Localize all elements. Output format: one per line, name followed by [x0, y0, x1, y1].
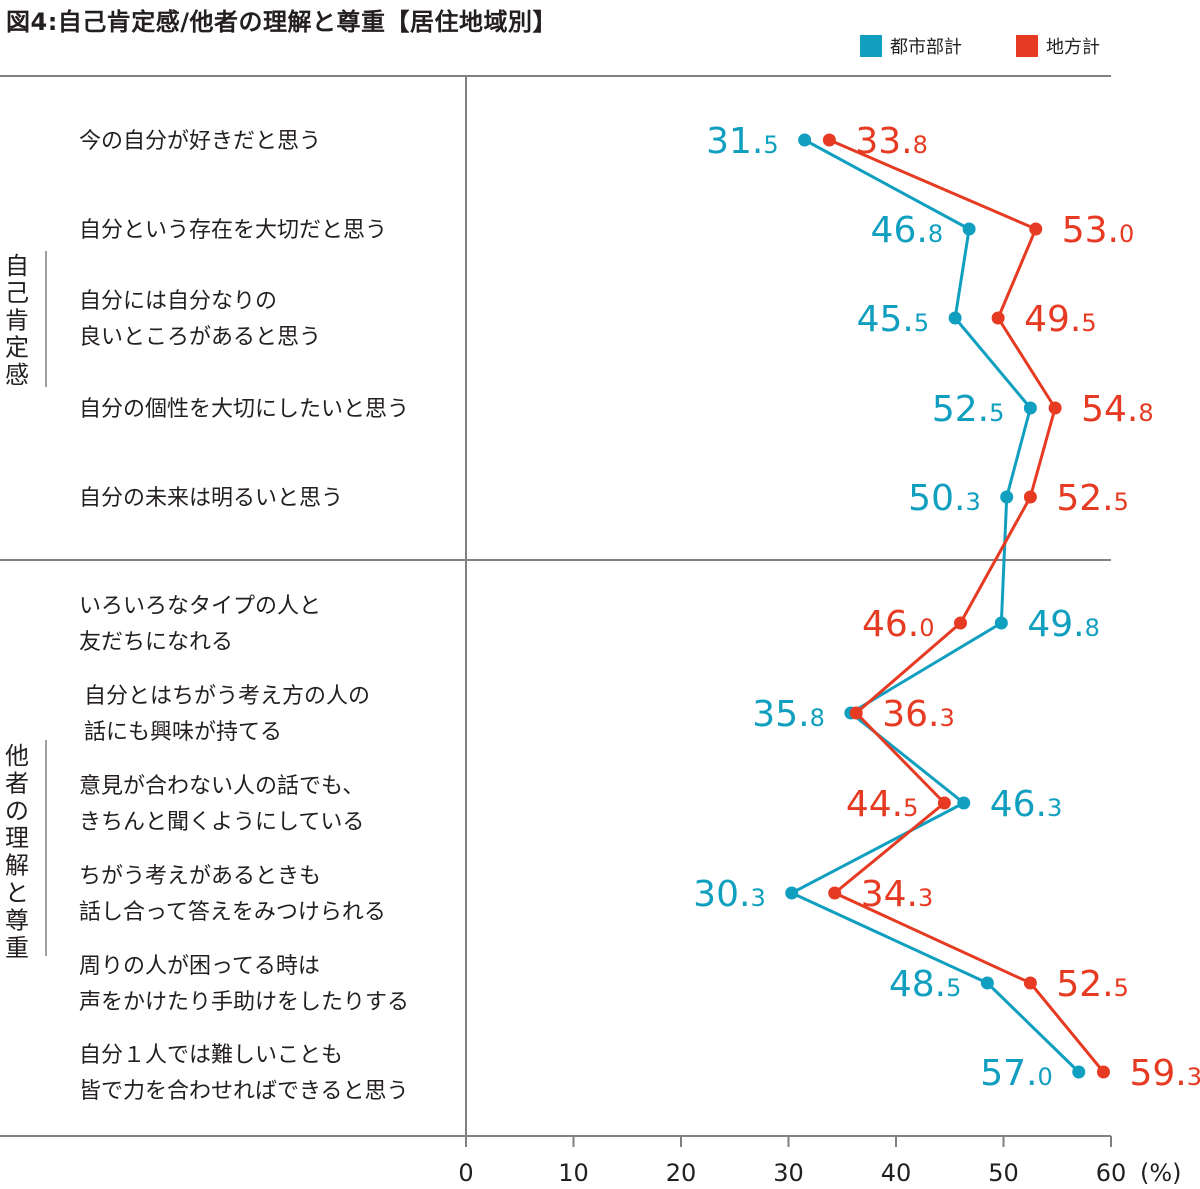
group-label: 自己肯定感 — [5, 252, 29, 389]
data-point-rural — [1023, 976, 1037, 990]
legend-item-rural: 地方計 — [1016, 33, 1100, 59]
category-label: 自分１人では難しいことも — [79, 1043, 343, 1068]
data-label: 35.8 — [752, 694, 825, 735]
data-label: 48.5 — [889, 964, 962, 1005]
category-label: 話にも興味が持てる — [84, 720, 282, 745]
data-label: 33.8 — [855, 121, 928, 162]
data-point-urban — [994, 616, 1008, 630]
data-point-rural — [991, 311, 1005, 325]
data-label: 52.5 — [932, 389, 1005, 430]
group-label-char: 者 — [5, 769, 29, 797]
group-label-char: 理 — [5, 824, 29, 852]
data-point-rural — [1023, 490, 1037, 504]
group-label: 他者の理解と尊重 — [5, 742, 29, 962]
data-label: 50.3 — [908, 478, 981, 519]
data-point-rural — [937, 796, 951, 810]
legend-swatch-rural — [1016, 35, 1038, 57]
data-label: 54.8 — [1081, 389, 1154, 430]
data-label: 52.5 — [1056, 478, 1129, 519]
data-point-urban — [957, 796, 971, 810]
data-point-urban — [798, 133, 812, 147]
category-label: 今の自分が好きだと思う — [79, 129, 321, 154]
data-label: 49.5 — [1024, 299, 1097, 340]
data-label: 57.0 — [980, 1053, 1053, 1094]
data-label: 52.5 — [1056, 964, 1129, 1005]
data-point-urban — [1072, 1065, 1086, 1079]
legend-label-rural: 地方計 — [1046, 37, 1100, 58]
group-label-char: 感 — [5, 361, 29, 389]
category-label: 良いところがあると思う — [79, 325, 321, 350]
group-label-char: の — [5, 797, 29, 825]
x-tick-label: 10 — [558, 1159, 589, 1187]
data-label: 44.5 — [846, 784, 919, 825]
data-point-urban — [962, 222, 976, 236]
data-label: 46.8 — [871, 210, 944, 251]
data-point-urban — [785, 886, 799, 900]
data-point-rural — [1096, 1065, 1110, 1079]
chart-title: 図4:自己肯定感/他者の理解と尊重【居住地域別】 — [6, 8, 558, 36]
category-label: 意見が合わない人の話でも、 — [79, 774, 364, 799]
x-tick-label: 50 — [988, 1159, 1019, 1187]
group-label-char: と — [5, 879, 29, 907]
data-label: 53.0 — [1062, 210, 1135, 251]
x-tick-label: 20 — [666, 1159, 697, 1187]
data-point-rural — [822, 133, 836, 147]
category-label: 声をかけたり手助けをしたりする — [79, 990, 409, 1015]
group-label-char: 自 — [5, 252, 29, 280]
data-point-urban — [980, 976, 994, 990]
data-label: 46.0 — [862, 604, 935, 645]
x-axis-unit: (%) — [1140, 1159, 1182, 1187]
legend-swatch-urban — [860, 35, 882, 57]
category-label: 自分の未来は明るいと思う — [79, 486, 343, 511]
category-label: いろいろなタイプの人と — [79, 594, 321, 619]
x-tick-label: 30 — [773, 1159, 804, 1187]
data-point-urban — [1000, 490, 1014, 504]
category-label: 周りの人が困ってる時は — [79, 954, 320, 979]
category-label: ちがう考えがあるときも — [79, 864, 321, 889]
data-point-urban — [1023, 401, 1037, 415]
category-label: 自分には自分なりの — [79, 289, 277, 314]
group-label-char: 重 — [5, 934, 29, 962]
data-label: 30.3 — [693, 874, 766, 915]
data-label: 49.8 — [1027, 604, 1100, 645]
group-label-char: 定 — [5, 334, 29, 362]
data-label: 59.3 — [1129, 1053, 1200, 1094]
category-label: きちんと聞くようにしている — [79, 810, 364, 835]
category-label: 自分の個性を大切にしたいと思う — [79, 397, 409, 422]
legend-label-urban: 都市部計 — [890, 37, 962, 58]
x-tick-label: 40 — [881, 1159, 912, 1187]
data-label: 46.3 — [990, 784, 1063, 825]
group-label-char: 尊 — [5, 906, 29, 934]
legend-item-urban: 都市部計 — [860, 33, 962, 59]
data-label: 31.5 — [706, 121, 779, 162]
x-tick-label: 0 — [458, 1159, 473, 1187]
data-point-rural — [1048, 401, 1062, 415]
data-point-rural — [954, 616, 967, 630]
group-label-char: 己 — [5, 279, 29, 307]
data-point-rural — [849, 706, 863, 720]
group-label-char: 肯 — [5, 306, 29, 334]
group-label-char: 他 — [5, 742, 29, 770]
x-tick-label: 60 — [1096, 1159, 1127, 1187]
data-point-urban — [948, 311, 962, 325]
data-label: 45.5 — [857, 299, 930, 340]
category-label: 話し合って答えをみつけられる — [79, 900, 386, 925]
data-label: 34.3 — [861, 874, 934, 915]
category-label: 自分とはちがう考え方の人の — [84, 684, 370, 709]
data-point-rural — [828, 886, 842, 900]
data-point-rural — [1029, 222, 1043, 236]
category-label: 自分という存在を大切だと思う — [79, 218, 387, 243]
category-label: 友だちになれる — [79, 630, 233, 655]
group-label-char: 解 — [5, 852, 29, 880]
data-label: 36.3 — [882, 694, 955, 735]
category-label: 皆で力を合わせればできると思う — [79, 1079, 409, 1104]
